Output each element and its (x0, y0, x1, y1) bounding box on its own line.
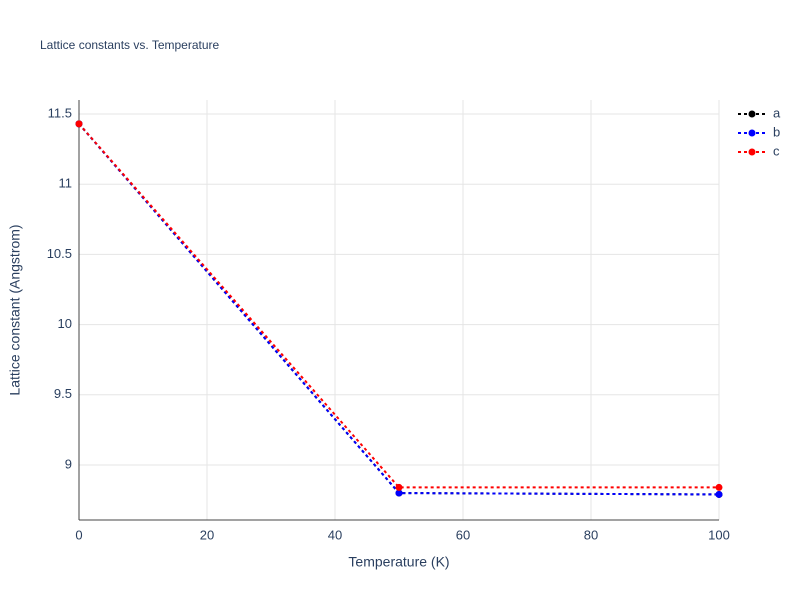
data-point (75, 120, 83, 128)
legend-marker (748, 110, 756, 118)
y-tick-label: 9 (65, 456, 72, 471)
x-tick-label: 80 (584, 527, 598, 542)
y-tick-label: 11 (59, 176, 73, 191)
y-tick-label: 10.5 (47, 246, 72, 261)
legend-marker (748, 129, 756, 137)
y-axis-label: Lattice constant (Angstrom) (7, 224, 23, 395)
x-tick-label: 40 (328, 527, 342, 542)
y-tick-label: 11.5 (48, 105, 72, 120)
data-point (715, 483, 723, 491)
series-line (78, 123, 720, 496)
series-line (78, 123, 720, 496)
legend-label[interactable]: c (773, 143, 780, 158)
chart-title: Lattice constants vs. Temperature (40, 38, 220, 52)
series-line (78, 123, 719, 489)
legend-label[interactable]: a (773, 105, 781, 120)
x-axis-label: Temperature (K) (348, 554, 449, 570)
x-tick-label: 100 (708, 527, 730, 542)
y-tick-label: 10 (58, 316, 72, 331)
data-point (395, 483, 403, 491)
x-tick-label: 20 (200, 527, 214, 542)
x-tick-label: 60 (456, 527, 470, 542)
data-point (715, 490, 723, 498)
legend-label[interactable]: b (773, 124, 780, 139)
legend-marker (748, 148, 756, 156)
data-point (395, 489, 403, 497)
x-tick-label: 0 (75, 527, 82, 542)
y-tick-label: 9.5 (54, 386, 72, 401)
